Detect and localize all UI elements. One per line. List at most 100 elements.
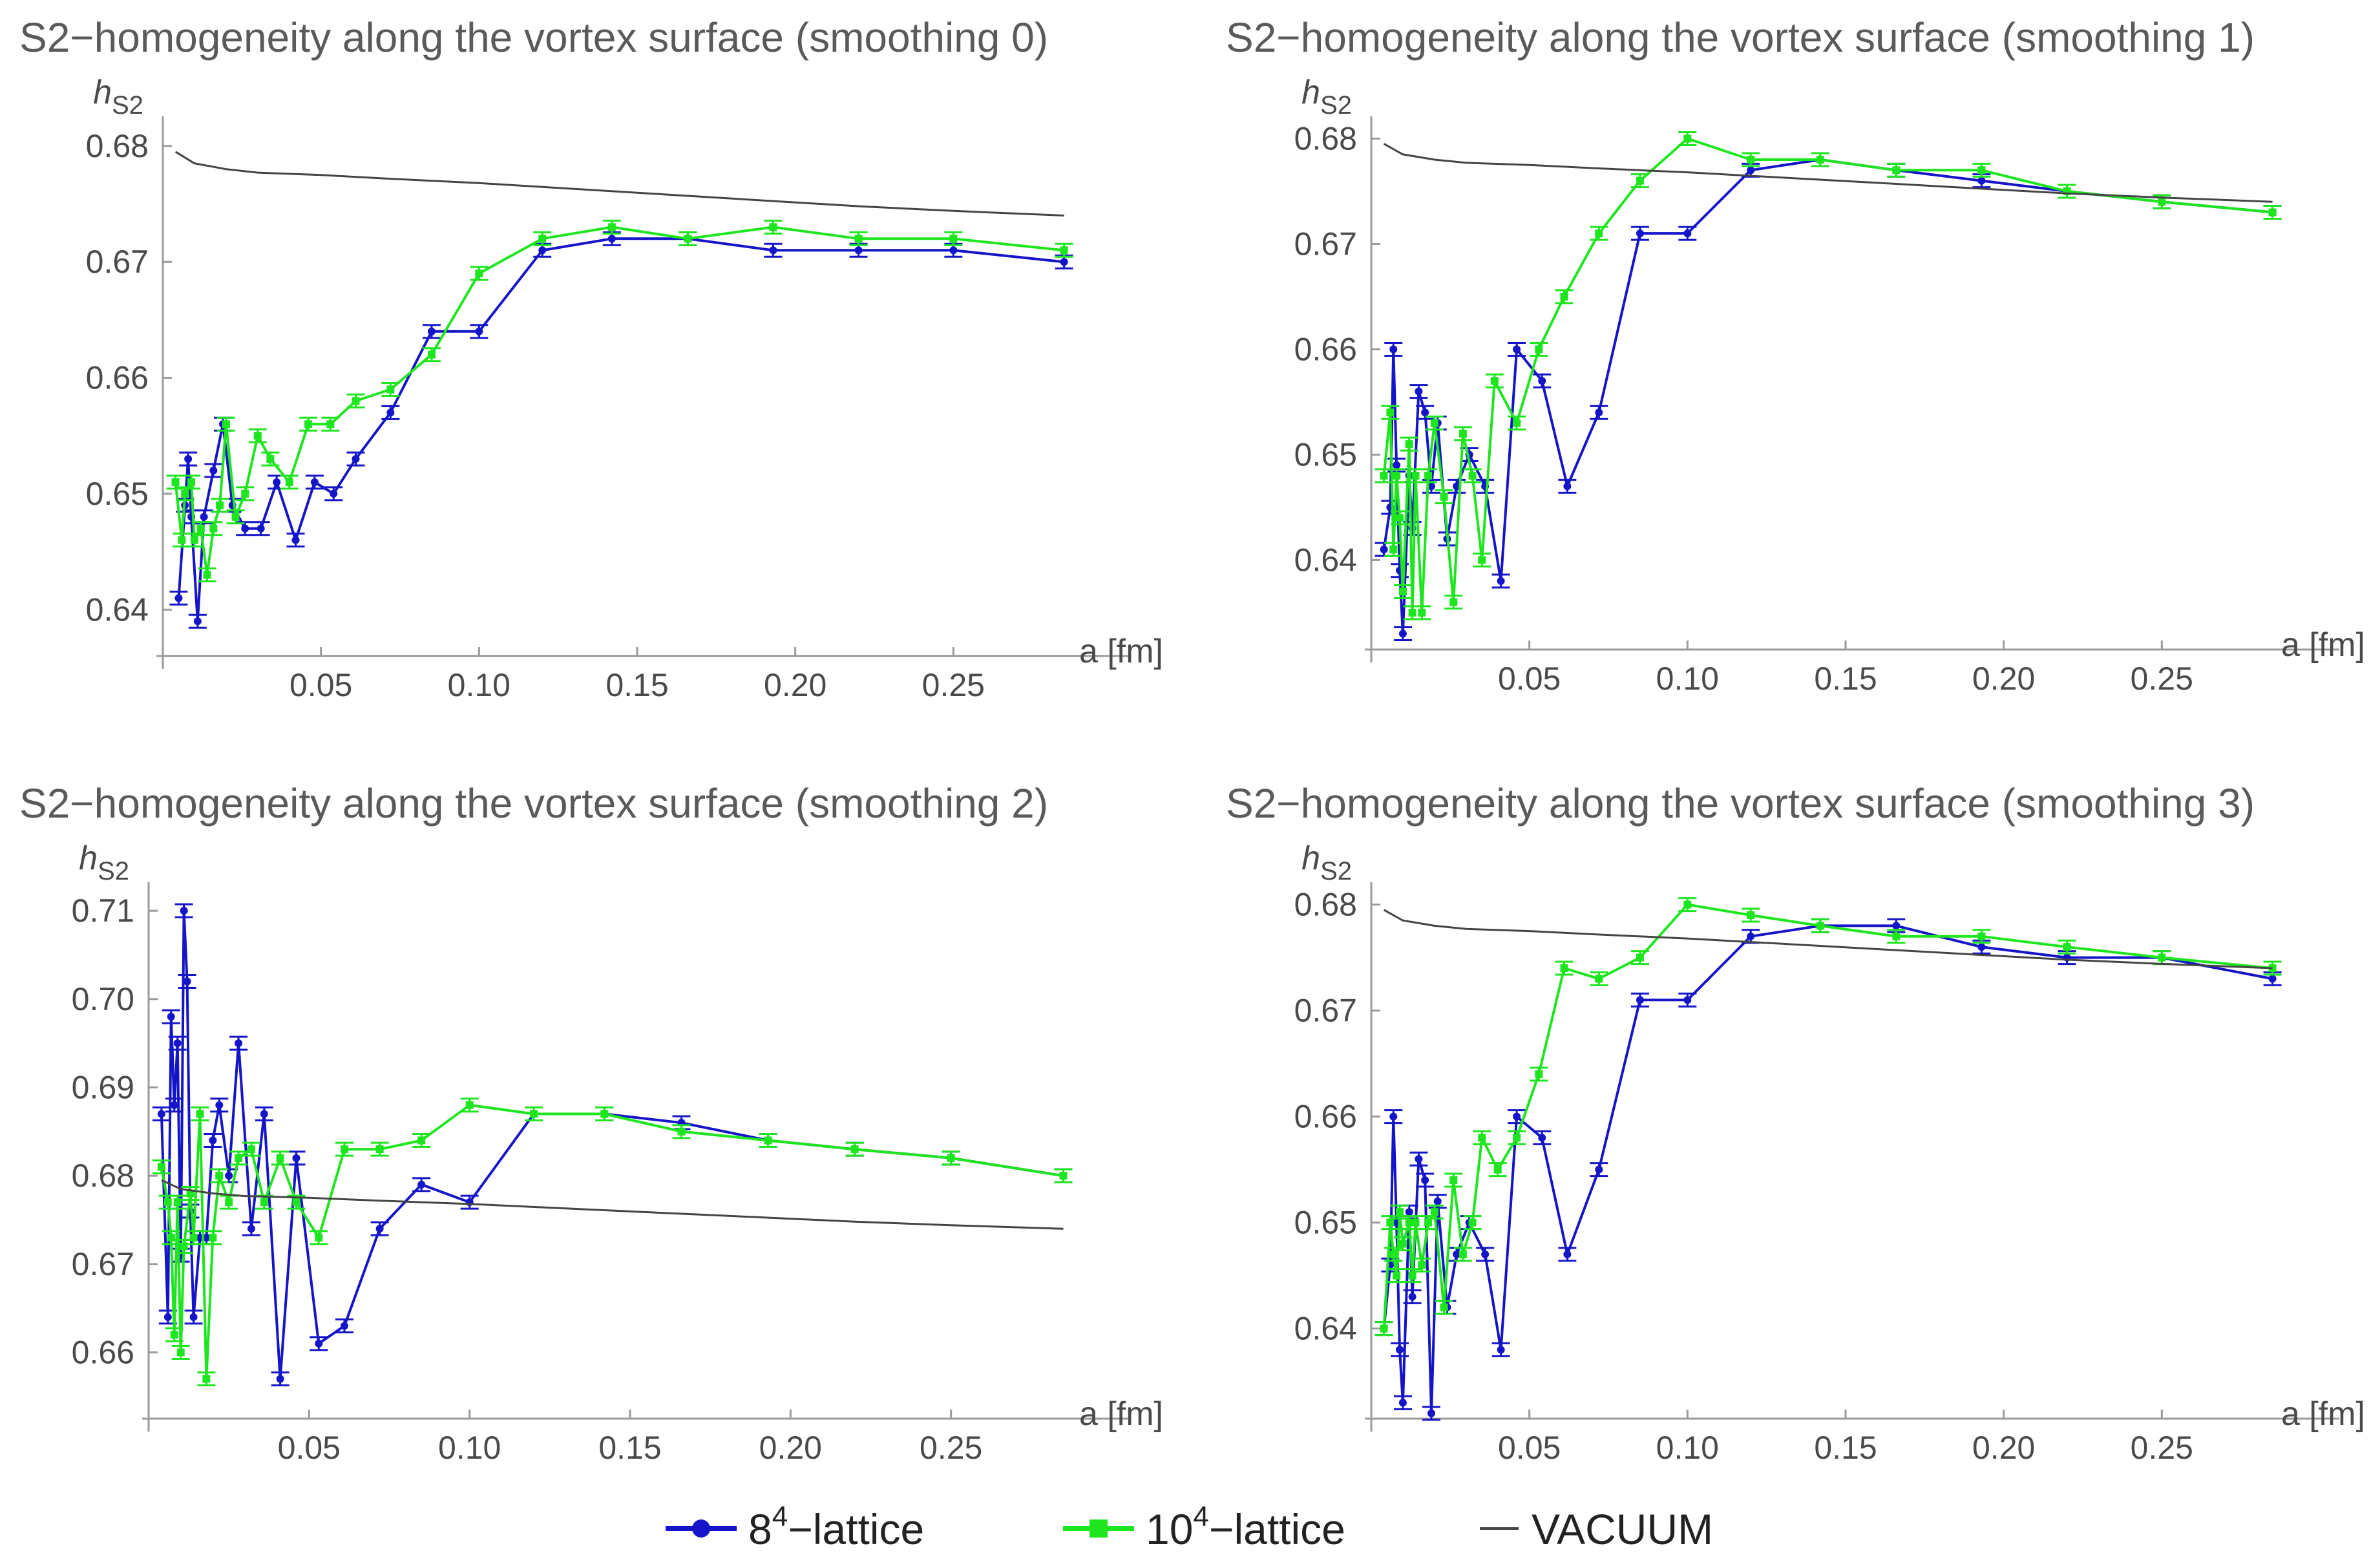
data-point-10-lattice <box>1425 416 1444 431</box>
data-point-8-lattice <box>1393 626 1412 642</box>
data-point-10-lattice <box>198 567 216 582</box>
data-point-10-lattice <box>182 474 201 490</box>
data-point-10-lattice <box>1444 1172 1463 1188</box>
data-point-8-lattice <box>1055 254 1073 270</box>
data-point-8-lattice <box>1409 384 1428 399</box>
data-point-8-lattice <box>210 1097 229 1113</box>
x-tick-label: 0.20 <box>764 667 827 703</box>
x-axis-label: a [fm] <box>1079 1395 1163 1433</box>
data-point-8-lattice <box>1678 992 1697 1008</box>
plot-area <box>166 151 1073 629</box>
x-tick-label: 0.10 <box>438 1430 501 1466</box>
data-point-10-lattice <box>1419 468 1438 483</box>
data-point-10-lattice <box>176 486 195 502</box>
data-point-8-lattice <box>335 1318 353 1333</box>
data-point-8-lattice <box>310 1336 328 1351</box>
x-tick-label: 0.10 <box>448 667 511 703</box>
x-tick-label: 0.20 <box>1972 661 2035 697</box>
data-point-8-lattice <box>184 1309 203 1325</box>
data-point-10-lattice <box>1473 1130 1491 1145</box>
plot-area <box>152 903 1073 1386</box>
data-point-8-lattice <box>236 521 255 536</box>
data-point-10-lattice <box>1530 341 1548 357</box>
data-point-10-lattice <box>165 1327 184 1342</box>
x-tick-label: 0.25 <box>2131 1430 2193 1466</box>
data-point-10-lattice <box>1590 971 1608 986</box>
data-point-10-lattice <box>1384 542 1403 557</box>
data-point-10-lattice <box>2058 939 2076 955</box>
vacuum-line <box>174 151 1064 217</box>
data-point-10-lattice <box>1887 162 1906 178</box>
x-tick-label: 0.05 <box>1498 661 1561 697</box>
data-point-10-lattice <box>271 1150 290 1166</box>
data-point-10-lattice <box>1055 242 1073 258</box>
x-tick-label: 0.20 <box>1972 1430 2035 1466</box>
x-axis-label: a [fm] <box>1079 633 1163 670</box>
data-point-10-lattice <box>759 1133 777 1148</box>
y-axis-label: hS2 <box>1301 74 1352 120</box>
chart-title: S2−homogeneity along the vortex surface … <box>19 780 1048 827</box>
legend-item-1: 104−lattice <box>1063 1501 1345 1553</box>
chart-panel-1: S2−homogeneity along the vortex surface … <box>1226 14 2365 697</box>
plot-area <box>1374 131 2282 642</box>
data-point-10-lattice <box>1972 162 1991 178</box>
chart-panels: S2−homogeneity along the vortex surface … <box>19 14 2365 1466</box>
data-point-8-lattice <box>1422 1406 1440 1421</box>
data-point-8-lattice <box>1409 1151 1428 1167</box>
data-point-8-lattice <box>1558 478 1577 494</box>
data-point-10-lattice <box>1384 1247 1403 1262</box>
data-point-10-lattice <box>679 231 697 246</box>
data-point-10-lattice <box>162 1230 180 1245</box>
data-point-10-lattice <box>1400 436 1418 452</box>
chart-title: S2−homogeneity along the vortex surface … <box>1226 14 2255 61</box>
y-axis-label: hS2 <box>1301 840 1352 885</box>
data-point-8-lattice <box>764 242 783 258</box>
data-point-8-lattice <box>271 1371 290 1386</box>
data-point-8-lattice <box>370 1221 389 1236</box>
data-point-8-lattice <box>1590 1162 1608 1178</box>
y-tick-label: 0.67 <box>1294 993 1357 1029</box>
data-point-8-lattice <box>286 533 305 548</box>
data-point-10-lattice <box>236 486 255 502</box>
data-point-8-lattice <box>1391 1342 1409 1357</box>
data-point-10-lattice <box>764 219 783 235</box>
data-point-8-lattice <box>178 974 196 989</box>
data-point-10-lattice <box>1425 1204 1444 1220</box>
y-tick-label: 0.71 <box>72 893 134 929</box>
data-point-10-lattice <box>1387 468 1406 483</box>
data-point-10-lattice <box>346 393 365 408</box>
data-point-8-lattice <box>174 903 193 918</box>
data-point-10-lattice <box>1403 1268 1422 1284</box>
data-point-10-lattice <box>204 1230 222 1245</box>
y-tick-label: 0.68 <box>1294 887 1357 923</box>
y-tick-label: 0.66 <box>86 360 149 396</box>
data-point-8-lattice <box>1416 1172 1435 1188</box>
data-point-10-lattice <box>197 1371 216 1386</box>
data-point-8-lattice <box>324 486 343 502</box>
data-point-8-lattice <box>346 451 365 467</box>
y-tick-label: 0.64 <box>86 591 149 628</box>
data-point-10-lattice <box>1413 1257 1431 1273</box>
data-point-10-lattice <box>299 416 318 432</box>
vacuum-line <box>161 1179 1064 1230</box>
data-point-10-lattice <box>1555 289 1574 304</box>
chart-panel-0: S2−homogeneity along the vortex surface … <box>19 14 1163 703</box>
y-tick-label: 0.66 <box>1294 331 1357 367</box>
data-point-8-lattice <box>242 1221 260 1236</box>
data-point-8-lattice <box>1508 341 1526 357</box>
y-axis-label: hS2 <box>93 74 143 120</box>
data-point-10-lattice <box>1453 426 1472 441</box>
vacuum-line <box>1383 143 2273 203</box>
chart-title: S2−homogeneity along the vortex surface … <box>19 14 1048 61</box>
data-point-8-lattice <box>168 1035 187 1051</box>
data-point-10-lattice <box>370 1141 389 1157</box>
data-point-10-lattice <box>168 1194 187 1210</box>
data-point-8-lattice <box>171 1247 190 1263</box>
data-point-8-lattice <box>412 1177 431 1192</box>
x-axis-label: a [fm] <box>2281 626 2365 664</box>
data-point-10-lattice <box>280 474 299 490</box>
data-point-10-lattice <box>422 347 441 363</box>
data-point-10-lattice <box>220 1194 238 1210</box>
y-tick-label: 0.68 <box>1294 120 1357 156</box>
series-line-10-lattice <box>1382 137 2273 614</box>
